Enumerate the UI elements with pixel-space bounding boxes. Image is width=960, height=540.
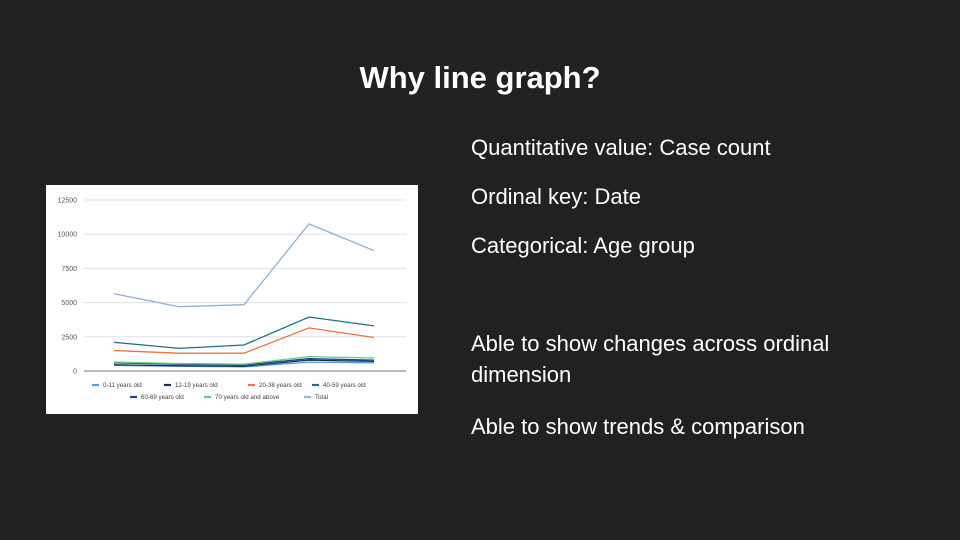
y-tick-label: 7500 [61,266,77,273]
line-chart: 0 2500 5000 7500 10000 12500 0-11 years old 12-… [46,185,418,414]
bullet-ordinal: Ordinal key: Date [471,184,641,209]
series-line [113,327,375,354]
bullet-trends: Able to show trends & comparison [471,414,805,439]
legend-label: Total [315,394,328,401]
chart-svg: 0 2500 5000 7500 10000 12500 0-11 years old 12-… [58,198,406,401]
y-tick-label: 10000 [58,232,78,239]
legend-label: 40-59 years old [323,382,366,389]
legend-label: 70 years old and above [215,394,280,401]
y-tick-label: 5000 [61,300,77,307]
legend-label: 0-11 years old [103,382,142,389]
bullet-changes: Able to show changes across ordinal dime… [471,331,830,387]
series-line [113,355,375,365]
series-line [113,359,375,367]
legend-label: 60-69 years old [141,394,184,401]
bullet-categorical: Categorical: Age group [471,233,695,258]
y-tick-label: 0 [73,369,77,376]
y-tick-label: 12500 [58,198,78,205]
bullet-quantitative: Quantitative value: Case count [471,135,771,160]
series-line [113,223,375,308]
legend-label: 12-19 years old [175,382,218,389]
y-tick-label: 2500 [61,334,77,341]
slide-title: Why line graph? [359,60,601,95]
legend-label: 20-38 years old [259,382,302,389]
series-line [113,316,375,350]
